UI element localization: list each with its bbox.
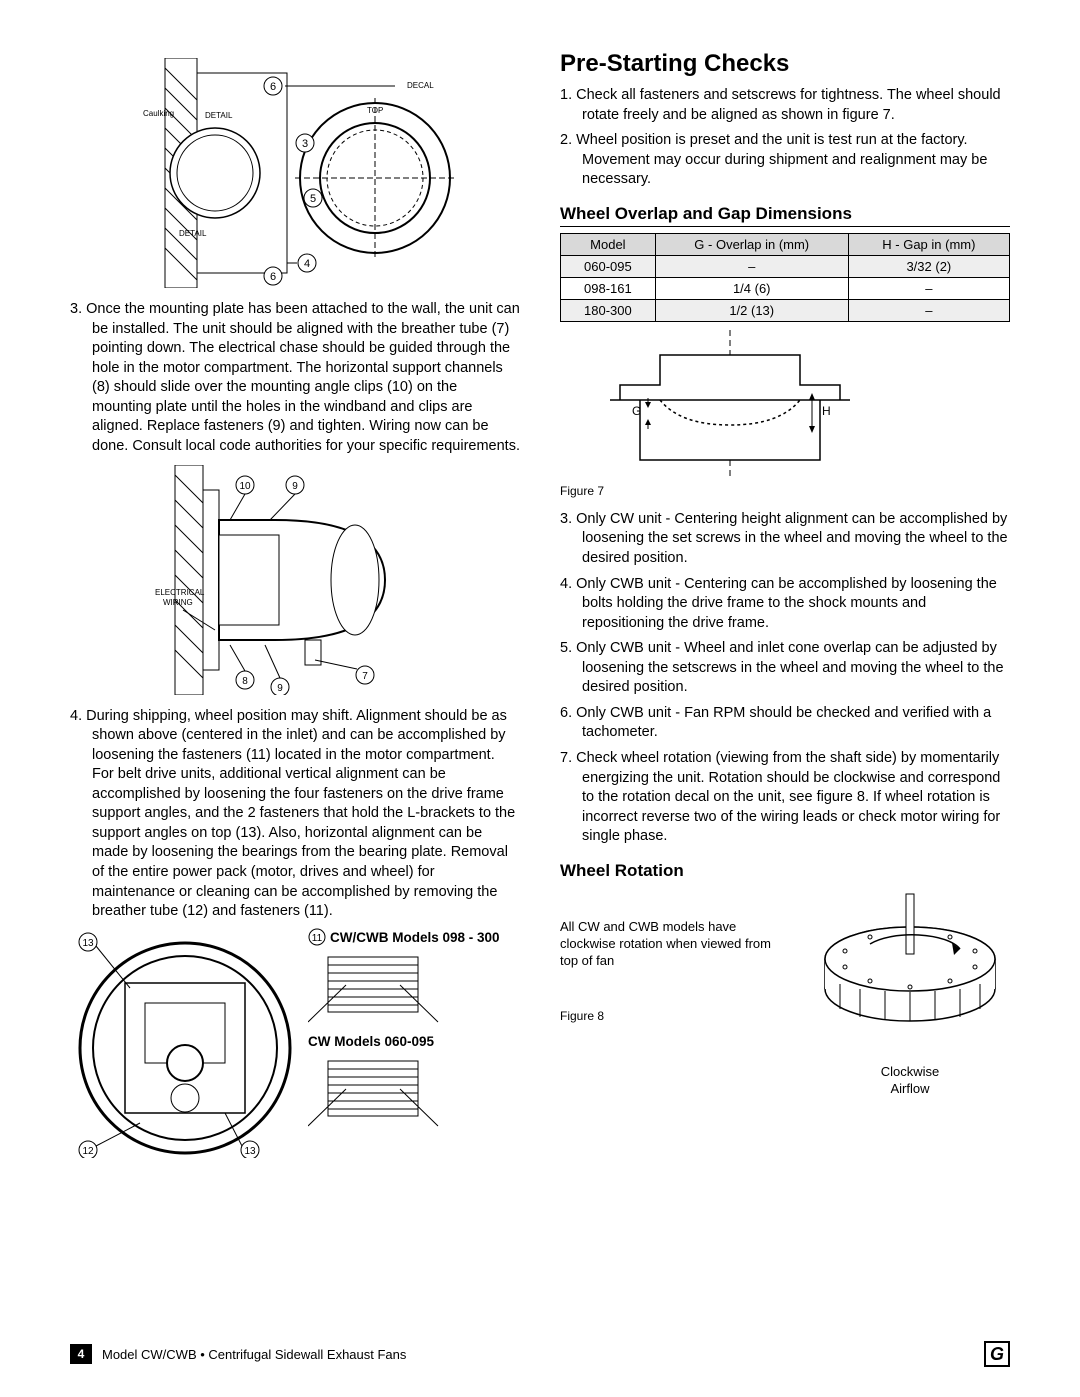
svg-text:13: 13	[82, 938, 94, 949]
heading-overlap: Wheel Overlap and Gap Dimensions	[560, 204, 1010, 227]
svg-text:9: 9	[292, 481, 298, 492]
svg-text:12: 12	[82, 1146, 94, 1157]
svg-text:8: 8	[242, 676, 248, 687]
svg-text:DETAIL: DETAIL	[205, 111, 233, 120]
dimension-table: Model G - Overlap in (mm) H - Gap in (mm…	[560, 233, 1010, 322]
svg-text:10: 10	[239, 481, 251, 492]
svg-text:11: 11	[312, 933, 323, 944]
model-label-a: CW/CWB Models 098 - 300	[330, 930, 500, 945]
right-step-1: 1. Check all fasteners and setscrews for…	[560, 86, 1010, 125]
page-footer: 4 Model CW/CWB • Centrifugal Sidewall Ex…	[70, 1341, 1010, 1367]
right-step-7: 7. Check wheel rotation (viewing from th…	[560, 749, 1010, 847]
th-h: H - Gap in (mm)	[848, 233, 1009, 255]
right-step-4: 4. Only CWB unit - Centering can be acco…	[560, 575, 1010, 634]
heading-prestart: Pre-Starting Checks	[560, 50, 1010, 78]
logo-icon: G	[984, 1341, 1010, 1367]
diagram-mid: 10 9 8 9 7 ELECTRICALWIRING	[70, 465, 520, 695]
right-step-3: 3. Only CW unit - Centering height align…	[560, 510, 1010, 569]
svg-text:H: H	[822, 404, 831, 418]
page-number: 4	[70, 1344, 92, 1364]
svg-text:DETAIL: DETAIL	[179, 229, 207, 238]
right-step-5: 5. Only CWB unit - Wheel and inlet cone …	[560, 639, 1010, 698]
svg-text:Caulking: Caulking	[143, 109, 174, 118]
right-column: Pre-Starting Checks 1. Check all fastene…	[560, 50, 1010, 1158]
diagram-top: 6 3 5 4 6 Caulking DETAIL DETAIL DECAL T…	[70, 58, 520, 288]
right-step-6: 6. Only CWB unit - Fan RPM should be che…	[560, 704, 1010, 743]
left-column: 6 3 5 4 6 Caulking DETAIL DETAIL DECAL T…	[70, 50, 520, 1158]
svg-text:6: 6	[270, 81, 276, 93]
model-label-b: CW Models 060-095	[308, 1034, 520, 1049]
left-step-4: 4. During shipping, wheel position may s…	[70, 707, 520, 922]
figure-8: Clockwise Airflow	[810, 889, 1010, 1098]
figure-7: G H Figure 7	[560, 330, 1010, 498]
figure-8-caption: Figure 8	[560, 1009, 792, 1023]
right-step-2: 2. Wheel position is preset and the unit…	[560, 131, 1010, 190]
svg-text:TOP: TOP	[367, 106, 383, 115]
svg-text:13: 13	[244, 1146, 256, 1157]
svg-text:DECAL: DECAL	[407, 81, 434, 90]
svg-text:3: 3	[302, 138, 308, 150]
svg-text:6: 6	[270, 271, 276, 283]
airflow-label: Clockwise Airflow	[810, 1064, 1010, 1098]
th-g: G - Overlap in (mm)	[655, 233, 848, 255]
svg-text:G: G	[632, 404, 641, 418]
rotation-note: All CW and CWB models have clockwise rot…	[560, 919, 792, 970]
diagram-bottom: 13 12 13 11 CW/CWB Models 098 - 300 CW Mo…	[70, 928, 520, 1158]
heading-rotation: Wheel Rotation	[560, 861, 1010, 883]
svg-text:9: 9	[277, 683, 283, 694]
svg-text:4: 4	[304, 258, 310, 270]
footer-text: Model CW/CWB • Centrifugal Sidewall Exha…	[102, 1347, 406, 1362]
figure-7-caption: Figure 7	[560, 484, 604, 498]
svg-text:WIRING: WIRING	[163, 598, 193, 607]
th-model: Model	[561, 233, 656, 255]
svg-text:ELECTRICAL: ELECTRICAL	[155, 588, 205, 597]
svg-text:7: 7	[362, 671, 368, 682]
svg-text:5: 5	[310, 193, 316, 205]
left-step-3: 3. Once the mounting plate has been atta…	[70, 300, 520, 457]
